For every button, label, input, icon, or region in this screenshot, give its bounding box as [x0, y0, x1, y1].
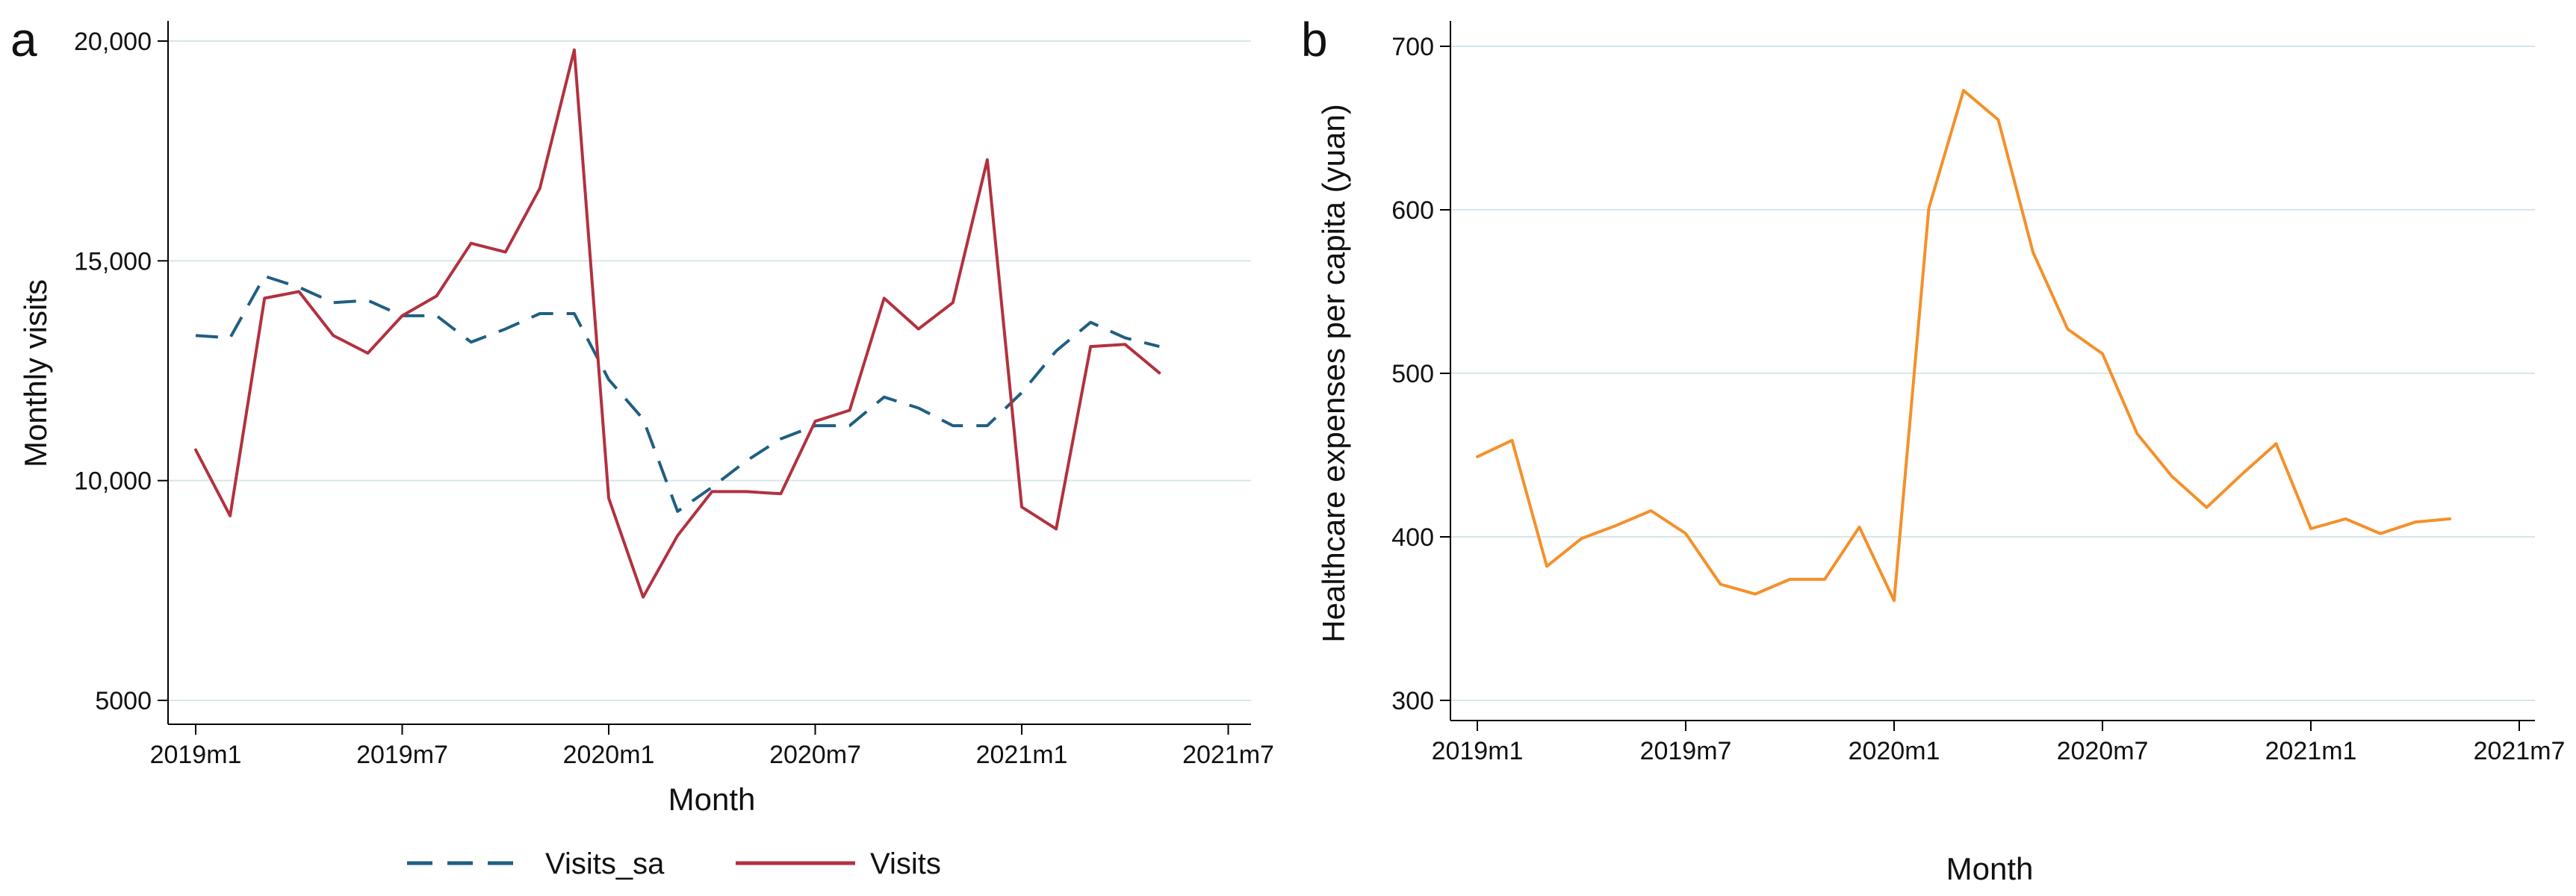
legend-visits-sa-label: Visits_sa	[545, 847, 665, 880]
panel-a-label: a	[10, 13, 37, 66]
panel-b-x-axis-title: Month	[1946, 851, 2034, 886]
x-tick-label: 2019m7	[356, 741, 448, 769]
x-tick-label: 2019m1	[1432, 737, 1524, 765]
y-tick-label: 300	[1391, 687, 1434, 715]
y-tick-label: 15,000	[74, 247, 152, 276]
x-tick-label: 2019m7	[1640, 737, 1732, 765]
panel-a-legend: Visits_sa Visits	[407, 847, 941, 880]
y-tick-label: 400	[1391, 523, 1434, 552]
y-tick-label: 5000	[95, 687, 152, 715]
x-tick-label: 2020m1	[1849, 737, 1940, 765]
y-tick-label: 600	[1391, 196, 1434, 225]
panel-b-y-axis-title: Healthcare expenses per capita (yuan)	[1316, 104, 1351, 642]
panel-a-gridlines	[168, 40, 1251, 701]
x-tick-label: 2020m7	[2057, 737, 2149, 765]
panel-b-chart: b 300 400 500 600 700 2019m1 2019m7 2020m1 2020…	[1301, 13, 2565, 886]
panel-a-chart: a 5000 10,000 15,000 20,000 2019m1 2019m7 202…	[10, 13, 1274, 880]
y-tick-label: 20,000	[74, 28, 152, 56]
y-tick-label: 10,000	[74, 467, 152, 496]
panel-b-axes	[1450, 21, 2535, 721]
panel-b-x-ticks: 2019m1 2019m7 2020m1 2020m7 2021m1 2021m7	[1432, 721, 2566, 765]
x-tick-label: 2021m7	[2474, 737, 2566, 765]
y-tick-label: 700	[1391, 33, 1434, 61]
series-line-visits	[194, 48, 1161, 599]
x-tick-label: 2021m7	[1182, 741, 1274, 769]
x-tick-label: 2019m1	[150, 741, 242, 769]
panel-b-gridlines	[1450, 46, 2535, 701]
panel-a-y-axis-title: Monthly visits	[18, 279, 53, 467]
panel-b-y-ticks: 300 400 500 600 700	[1391, 33, 1450, 715]
panel-b-series	[1476, 89, 2451, 603]
panel-a-x-axis-title: Month	[668, 782, 756, 817]
series-line-healthcare-expenses-per-capita	[1476, 89, 2451, 603]
x-tick-label: 2020m1	[563, 741, 655, 769]
panel-a-axes	[167, 21, 1251, 725]
x-tick-label: 2021m1	[976, 741, 1068, 769]
x-tick-label: 2020m7	[769, 741, 861, 769]
series-line-visits-sa	[195, 274, 1160, 513]
x-tick-label: 2021m1	[2265, 737, 2357, 765]
panel-a-y-ticks: 5000 10,000 15,000 20,000	[74, 28, 168, 715]
panel-b-label: b	[1301, 13, 1328, 66]
panel-a-series	[194, 48, 1161, 599]
panel-a-x-ticks: 2019m1 2019m7 2020m1 2020m7 2021m1 2021m7	[150, 724, 1274, 769]
y-tick-label: 500	[1391, 360, 1434, 388]
legend-visits-label: Visits	[870, 847, 941, 880]
